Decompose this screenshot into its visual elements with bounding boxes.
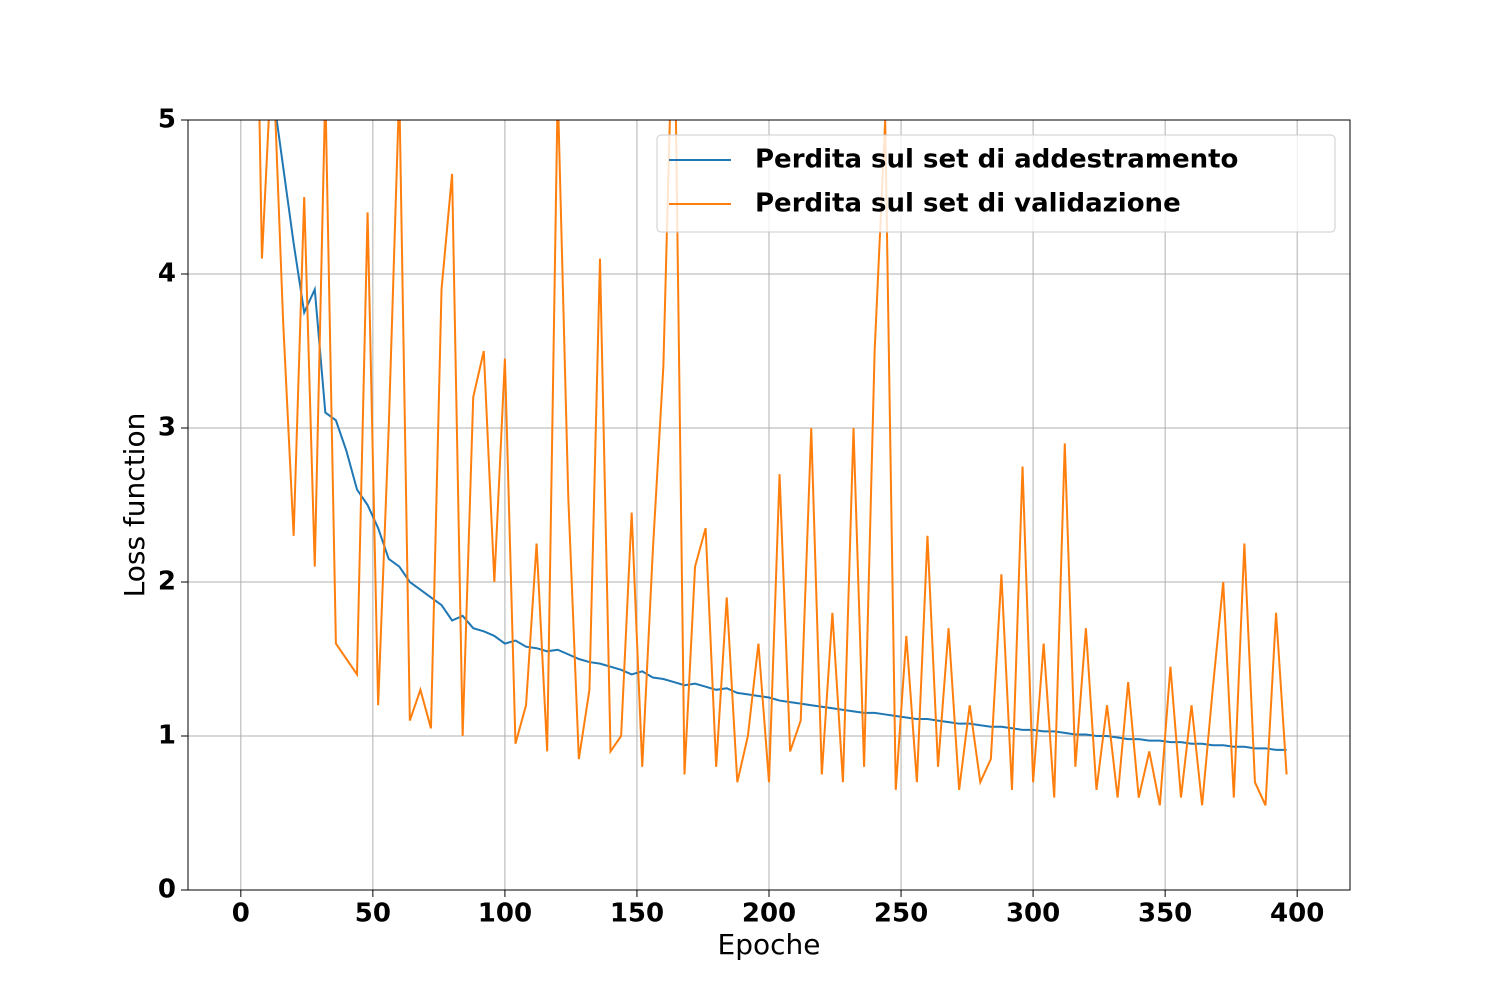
y-tick-label: 1: [158, 721, 176, 751]
x-tick-label: 400: [1270, 899, 1324, 929]
x-tick-label: 250: [874, 899, 928, 929]
x-tick-label: 50: [355, 899, 391, 929]
legend-label: Perdita sul set di addestramento: [755, 145, 1238, 175]
data-line: [258, 120, 1288, 806]
x-tick-label: 350: [1138, 899, 1192, 929]
x-tick-label: 150: [610, 899, 664, 929]
y-tick-label: 0: [158, 875, 176, 905]
plot-area: [258, 120, 1288, 806]
x-tick-label: 300: [1006, 899, 1060, 929]
y-tick-label: 3: [158, 413, 176, 443]
data-line: [275, 120, 1287, 751]
y-axis-label: Loss function: [118, 413, 151, 598]
legend-label: Perdita sul set di validazione: [755, 189, 1181, 219]
y-tick-label: 4: [158, 259, 176, 289]
x-axis-label: Epoche: [718, 928, 821, 961]
plot-frame: [187, 119, 1351, 891]
x-tick-label: 0: [232, 899, 250, 929]
x-tick-label: 100: [478, 899, 532, 929]
x-tick-label: 200: [742, 899, 796, 929]
y-tick-label: 2: [158, 567, 176, 597]
legend-box: [656, 134, 1336, 233]
y-tick-label: 5: [158, 105, 176, 135]
